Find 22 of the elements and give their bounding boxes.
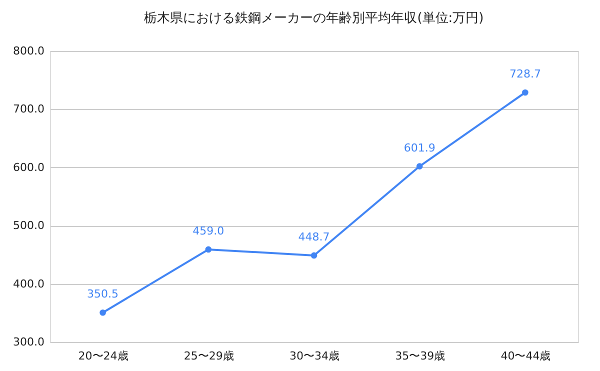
x-tick-label: 35〜39歳 <box>395 350 446 362</box>
y-tick-label: 300.0 <box>13 336 44 348</box>
x-tick-label: 25〜29歳 <box>184 350 234 362</box>
y-tick-label: 700.0 <box>13 102 44 116</box>
point <box>310 252 318 259</box>
point <box>522 89 528 96</box>
point <box>100 309 106 316</box>
data-label: 601.9 <box>404 141 436 154</box>
x-tick-label: 30〜34歳 <box>290 350 340 362</box>
data-label: 459.0 <box>192 224 224 238</box>
chart-title: 栃木県における鉄鋼メーカーの年齢別平均年収(単位:万円) <box>144 11 484 26</box>
point <box>416 163 423 170</box>
point <box>205 246 212 253</box>
y-tick-label: 600.0 <box>13 160 44 174</box>
data-label: 448.7 <box>298 230 330 244</box>
data-label: 728.7 <box>509 67 541 80</box>
data-label: 350.5 <box>87 288 119 301</box>
x-tick-label: 40〜44歳 <box>500 350 551 362</box>
y-tick-label: 800.0 <box>13 44 44 58</box>
y-tick-label: 500.0 <box>13 219 44 232</box>
x-tick-label: 20〜24歳 <box>78 350 128 362</box>
y-tick-label: 400.0 <box>13 277 44 290</box>
